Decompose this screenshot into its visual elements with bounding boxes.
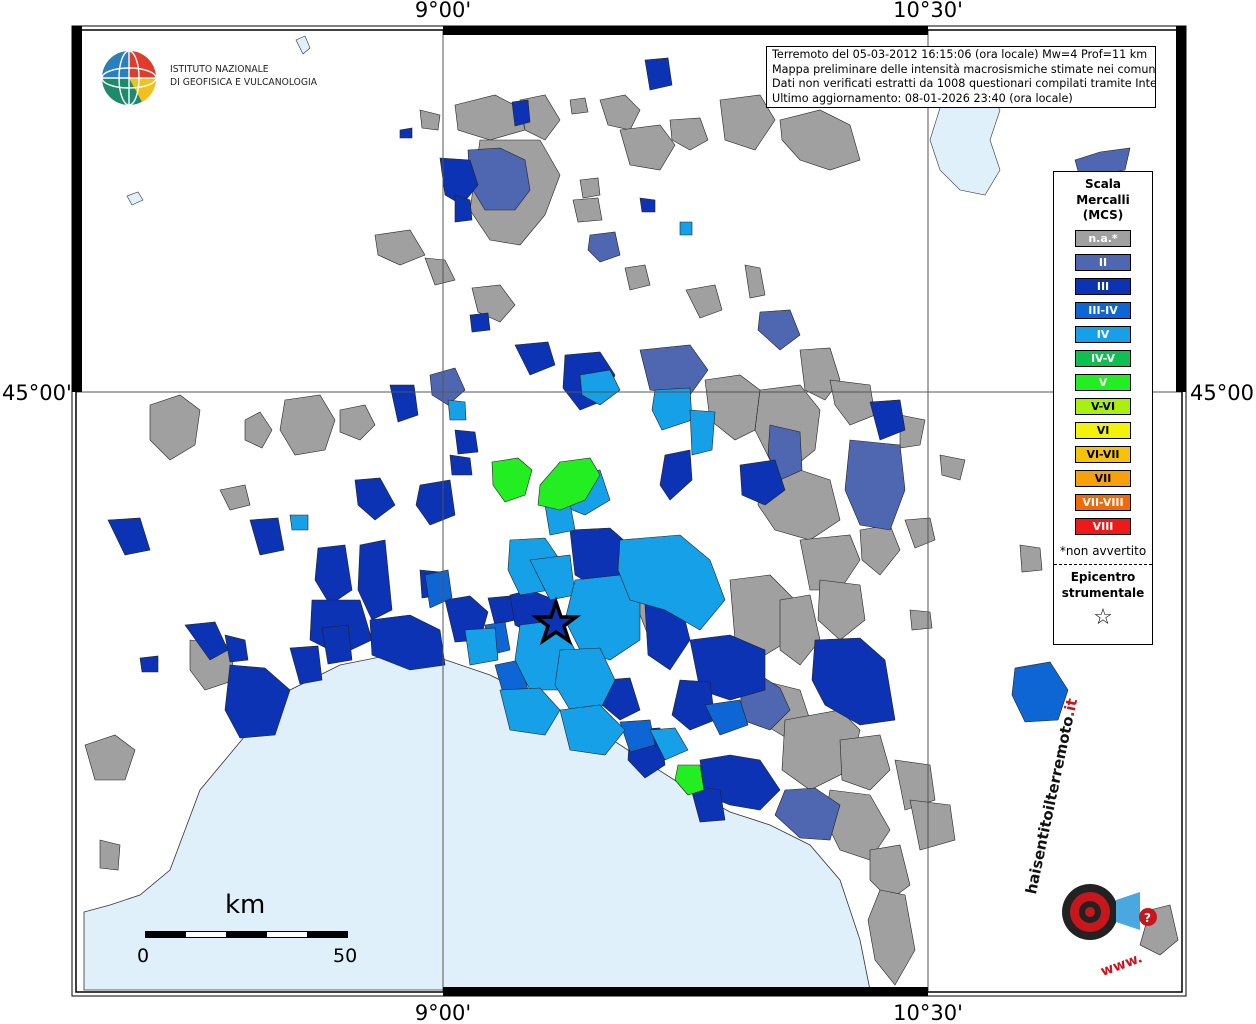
haisentito-tld-text: .it <box>1059 696 1082 719</box>
legend-title: Scala Mercalli (MCS) <box>1054 177 1152 224</box>
legend-epicenter-label: Epicentro strumentale <box>1054 569 1152 601</box>
sea-area <box>83 654 871 991</box>
legend-swatch: VI-VII <box>1075 445 1131 463</box>
haisentito-logo: ? haisentitoilterremoto.it www. <box>1022 697 1180 980</box>
legend-title-line3: (MCS) <box>1082 208 1124 222</box>
event-info-box: Terremoto del 05-03-2012 16:15:06 (ora l… <box>766 46 1156 108</box>
legend-title-line2: Mercalli <box>1076 192 1130 207</box>
legend-separator <box>1054 563 1152 565</box>
scale-bar: km 0 50 <box>137 890 367 970</box>
intensity-legend: Scala Mercalli (MCS) n.a.* II III III-IV IV I… <box>1053 171 1153 645</box>
coord-right: 45°00' <box>1190 381 1256 405</box>
ingv-name-line1: ISTITUTO NAZIONALE <box>170 64 269 75</box>
legend-note: *non avvertito <box>1059 543 1147 558</box>
ingv-logo: ISTITUTO NAZIONALE DI GEOFISICA E VULCAN… <box>100 48 320 110</box>
event-info-line1: Terremoto del 05-03-2012 16:15:06 (ora l… <box>772 48 1148 61</box>
municipality-layer <box>84 57 1179 986</box>
ingv-globe-icon <box>101 50 157 106</box>
coord-bottom-left: 9°00' <box>415 1001 471 1024</box>
legend-swatch: IV-V <box>1075 349 1131 367</box>
scale-bar-graphic <box>145 931 348 938</box>
map-frame <box>71 25 1187 997</box>
svg-text:?: ? <box>1144 911 1151 925</box>
legend-swatch: III <box>1075 277 1131 295</box>
graticule <box>76 30 1182 992</box>
legend-swatch-list: n.a.* II III III-IV IV IV-V V V-VI VI VI-VII VII VI… <box>1054 229 1152 535</box>
scale-max: 50 <box>333 945 358 967</box>
lake <box>295 35 311 55</box>
legend-epicenter-line2: strumentale <box>1061 585 1145 600</box>
legend-swatch: VI <box>1075 421 1131 439</box>
legend-title-line1: Scala <box>1084 177 1122 191</box>
haisentito-target-icon: ? <box>1062 884 1157 940</box>
lake <box>126 191 144 206</box>
ingv-name-line2: DI GEOFISICA E VULCANOLOGIA <box>170 77 318 88</box>
scale-unit: km <box>225 890 266 920</box>
legend-star-icon: ☆ <box>1093 604 1113 630</box>
scale-min: 0 <box>137 945 150 967</box>
legend-epicenter-line1: Epicentro <box>1070 569 1136 584</box>
coord-bottom-right: 10°30' <box>893 1001 963 1024</box>
coord-top-left: 9°00' <box>415 0 471 22</box>
legend-swatch: IV <box>1075 325 1131 343</box>
coord-top-right: 10°30' <box>893 0 963 22</box>
event-info-line4: Ultimo aggiornamento: 08-01-2026 23:40 (… <box>772 91 1073 105</box>
legend-swatch: VII <box>1075 469 1131 487</box>
legend-swatch: VIII <box>1075 517 1131 535</box>
epicenter-star <box>530 596 582 646</box>
legend-swatch: V-VI <box>1075 397 1131 415</box>
legend-swatch: n.a.* <box>1075 229 1131 247</box>
legend-swatch: II <box>1075 253 1131 271</box>
legend-swatch: V <box>1075 373 1131 391</box>
event-info-line2: Mappa preliminare delle intensità macros… <box>772 62 1155 76</box>
legend-swatch: III-IV <box>1075 301 1131 319</box>
coord-left: 45°00' <box>2 381 72 405</box>
event-info-line3: Dati non verificati estratti da 1008 que… <box>772 77 1155 91</box>
legend-swatch: VII-VIII <box>1075 493 1131 511</box>
